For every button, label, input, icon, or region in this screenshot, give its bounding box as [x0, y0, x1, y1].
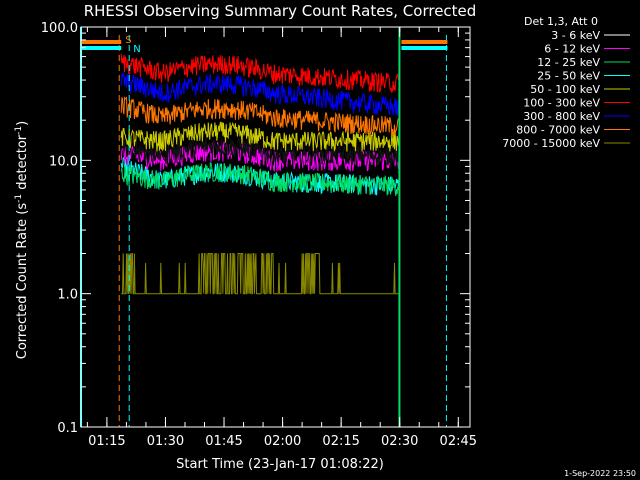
- legend-label: 100 - 300 keV: [523, 97, 600, 110]
- flag-label-n: N: [133, 44, 140, 55]
- y-tick-label: 1.0: [57, 288, 78, 303]
- series-line-0: [120, 136, 399, 168]
- legend-label: 300 - 800 keV: [523, 110, 600, 123]
- legend-label: 800 - 7000 keV: [516, 124, 600, 137]
- series-line-8: [121, 253, 399, 295]
- flag-bar-s-left: [81, 40, 122, 44]
- y-axis-label: Corrected Count Rate (s-1 detector-1): [14, 121, 30, 359]
- axes: 0.1 1.0 10.0 100.0 01:15 01:30 01:45 02:00 02:15…: [41, 21, 477, 449]
- plot-area: SN: [80, 27, 448, 427]
- flag-bar-n-left: [81, 46, 122, 50]
- legend-label: 25 - 50 keV: [537, 70, 600, 83]
- plot-frame: [80, 26, 471, 428]
- legend-label: 12 - 25 keV: [537, 56, 600, 69]
- x-tick-label: 02:45: [440, 434, 477, 449]
- flag-bar-n-right: [401, 46, 448, 50]
- x-axis-label: Start Time (23-Jan-17 01:08:22): [176, 457, 384, 472]
- x-tick-label: 02:15: [322, 434, 359, 449]
- chart-title: RHESSI Observing Summary Count Rates, Co…: [84, 2, 477, 20]
- x-tick-label: 02:00: [264, 434, 301, 449]
- footer-date: 1-Sep-2022 23:50: [564, 469, 636, 478]
- x-tick-label: 01:30: [147, 434, 184, 449]
- legend-label: 7000 - 15000 keV: [502, 137, 600, 150]
- series-line-7: [120, 96, 399, 137]
- series-line-5: [120, 53, 399, 93]
- y-tick-label: 0.1: [57, 421, 78, 436]
- flag-label-s: S: [125, 35, 131, 46]
- flag-bar-s-right: [401, 40, 448, 44]
- legend-label: 6 - 12 keV: [544, 43, 600, 56]
- y-tick-label: 10.0: [49, 154, 78, 169]
- x-tick-label: 01:45: [205, 434, 242, 449]
- series-line-2: [120, 162, 399, 196]
- legend-title: Det 1,3, Att 0: [524, 15, 598, 28]
- x-tick-label: 02:30: [381, 434, 418, 449]
- series-line-6: [120, 72, 399, 116]
- series-line-4: [120, 121, 399, 152]
- y-tick-label: 100.0: [41, 21, 78, 36]
- legend-label: 50 - 100 keV: [530, 83, 600, 96]
- legend-label: 3 - 6 keV: [551, 29, 600, 42]
- x-tick-label: 01:15: [88, 434, 125, 449]
